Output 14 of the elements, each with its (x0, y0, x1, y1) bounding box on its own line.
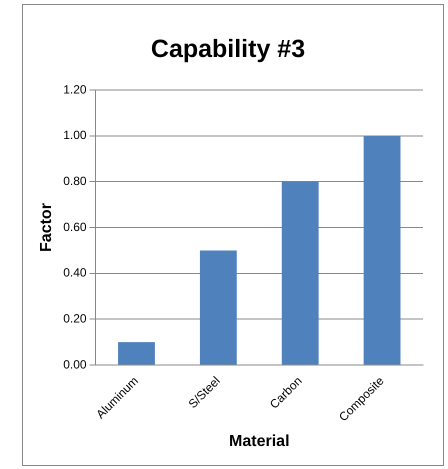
y-tick-label: 1.00 (63, 128, 87, 142)
y-axis-title: Factor (38, 203, 56, 252)
bar (118, 342, 155, 365)
y-tick-label: 0.00 (63, 357, 87, 372)
y-tick-label: 0.80 (63, 174, 87, 188)
bar (364, 136, 400, 365)
chart-title: Capability #3 (150, 34, 306, 63)
y-tick-label: 0.40 (63, 266, 87, 280)
x-axis-title: Material (229, 432, 290, 450)
bar (200, 250, 237, 365)
y-tick-label: 0.60 (63, 220, 87, 234)
bar (282, 182, 319, 365)
y-tick-label: 1.20 (63, 82, 87, 96)
y-tick-label: 0.20 (63, 312, 87, 326)
